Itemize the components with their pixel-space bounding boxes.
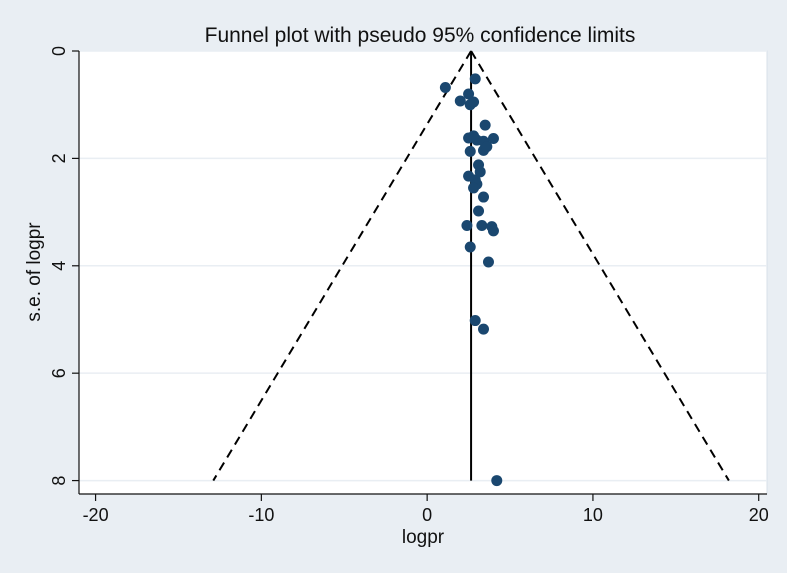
y-tick-label: 4	[49, 261, 69, 271]
study-point	[481, 141, 493, 153]
x-tick-label: 10	[583, 505, 603, 525]
marker-layer	[439, 73, 503, 487]
plot-area	[78, 50, 768, 495]
study-point	[473, 205, 485, 217]
study-point	[478, 323, 490, 335]
study-point	[468, 96, 480, 108]
study-point	[454, 95, 466, 107]
study-point	[464, 145, 476, 157]
y-tick-label: 0	[49, 46, 69, 56]
study-point	[439, 82, 451, 94]
study-point	[491, 475, 503, 487]
chart-title: Funnel plot with pseudo 95% confidence l…	[205, 24, 636, 47]
funnel-layer	[212, 50, 730, 482]
x-tick-label: -20	[83, 505, 109, 525]
x-tick-label: 0	[422, 505, 432, 525]
study-point	[474, 166, 486, 178]
grid-layer	[79, 50, 767, 482]
study-point	[479, 119, 491, 131]
study-point	[463, 88, 475, 100]
study-point	[469, 73, 481, 85]
study-point	[482, 256, 494, 268]
study-point	[487, 225, 499, 237]
y-axis-title: s.e. of logpr	[24, 222, 45, 322]
study-point	[461, 220, 473, 232]
y-tick-label: 6	[49, 368, 69, 378]
ci-left-boundary	[212, 50, 472, 482]
ci-right-boundary	[470, 50, 730, 482]
study-point	[464, 241, 476, 253]
x-tick-label: -10	[248, 505, 274, 525]
study-point	[468, 182, 480, 194]
y-tick-label: 2	[49, 153, 69, 163]
study-point	[469, 315, 481, 327]
x-axis-title: logpr	[402, 527, 445, 548]
study-point	[476, 220, 488, 232]
y-tick-label: 8	[49, 476, 69, 486]
study-point	[478, 191, 490, 203]
x-tick-label: 20	[749, 505, 769, 525]
study-point	[487, 133, 499, 145]
axis-layer: -20 -10 0 10 20 0 2 4 6 8	[49, 46, 769, 525]
